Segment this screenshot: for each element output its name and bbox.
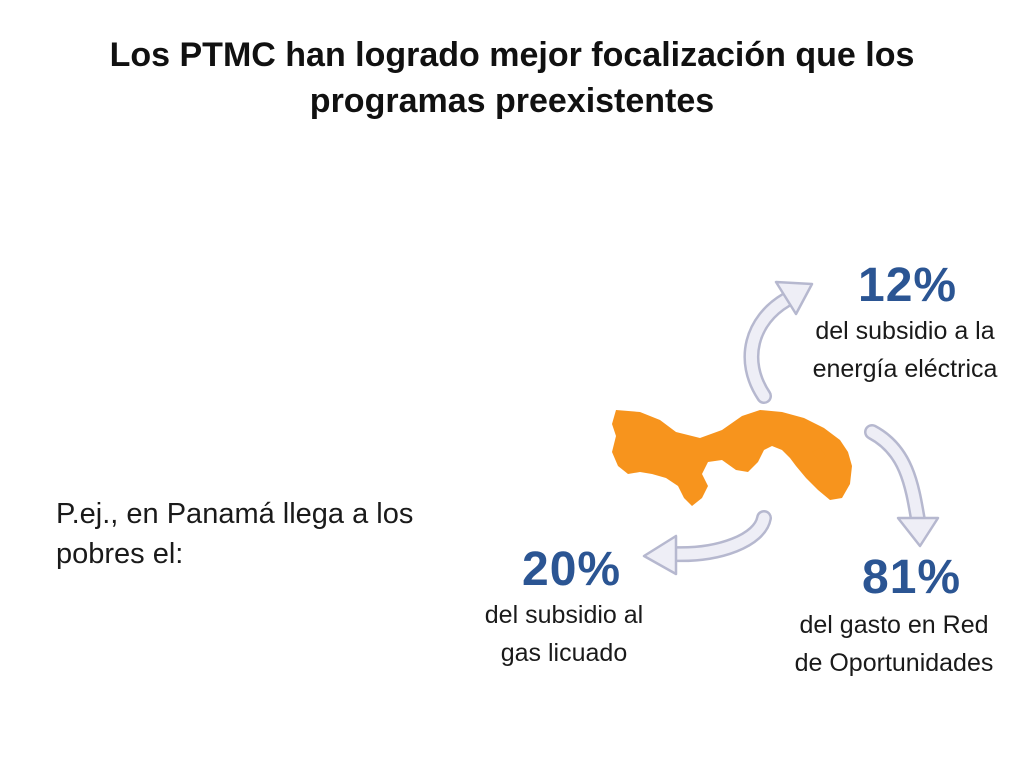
arrow-to-gas: [642, 510, 772, 576]
gas-percentage: 20%: [522, 543, 622, 596]
red-oportunidades-percentage: 81%: [862, 551, 962, 604]
slide-title: Los PTMC han logrado mejor focalización …: [109, 36, 915, 120]
intro-text: P.ej., en Panamá llega a los pobres el:: [56, 498, 414, 570]
arrow-to-red-oportunidades: [864, 424, 940, 548]
electricity-percentage: 12%: [858, 259, 958, 312]
panama-map-shape: [612, 410, 852, 506]
panama-island-shape: [812, 448, 826, 462]
arrow-to-electricity: [743, 280, 814, 404]
electricity-description: del subsidio a la energía eléctrica: [812, 317, 998, 383]
red-oportunidades-description: del gasto en Red de Oportunidades: [794, 611, 994, 677]
gas-description: del subsidio al gas licuado: [484, 601, 644, 667]
